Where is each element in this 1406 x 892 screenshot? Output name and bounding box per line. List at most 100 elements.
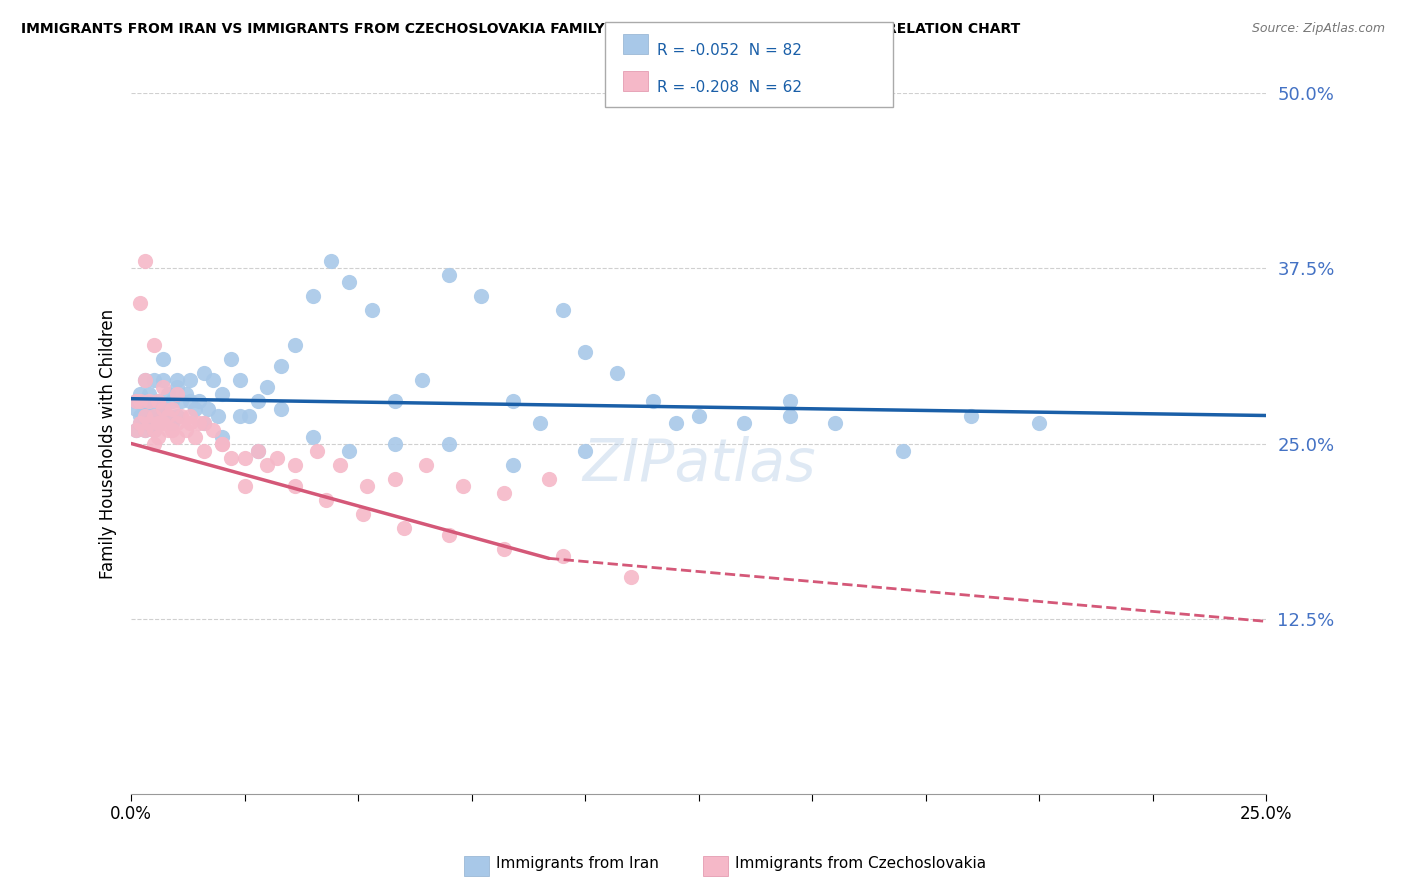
Point: [284, 338, 307, 352]
Point: [219, 450, 242, 465]
Text: Immigrants from Iran: Immigrants from Iran: [496, 856, 659, 871]
Y-axis label: Family Households with Children: Family Households with Children: [100, 309, 117, 579]
Point: [451, 478, 474, 492]
Point: [134, 374, 156, 388]
Point: [270, 359, 292, 374]
Point: [247, 443, 270, 458]
Point: [138, 387, 160, 401]
Point: [152, 416, 174, 430]
Point: [960, 409, 983, 423]
Point: [315, 492, 337, 507]
Point: [779, 394, 801, 409]
Point: [166, 416, 188, 430]
Point: [129, 416, 152, 430]
Point: [201, 423, 224, 437]
Point: [415, 458, 437, 472]
Point: [470, 289, 492, 303]
Point: [125, 423, 148, 437]
Text: Immigrants from Czechoslovakia: Immigrants from Czechoslovakia: [735, 856, 987, 871]
Point: [197, 401, 219, 416]
Point: [201, 374, 224, 388]
Point: [134, 394, 156, 409]
Point: [184, 401, 207, 416]
Point: [229, 409, 252, 423]
Point: [166, 374, 188, 388]
Text: ZIPatlas: ZIPatlas: [582, 436, 815, 493]
Point: [384, 394, 406, 409]
Point: [152, 352, 174, 367]
Point: [247, 443, 270, 458]
Point: [284, 458, 307, 472]
Point: [229, 374, 252, 388]
Point: [211, 387, 233, 401]
Point: [142, 338, 165, 352]
Point: [356, 478, 378, 492]
Point: [152, 380, 174, 394]
Point: [266, 450, 288, 465]
Point: [166, 429, 188, 443]
Point: [891, 443, 914, 458]
Point: [138, 416, 160, 430]
Point: [492, 541, 515, 556]
Point: [574, 345, 596, 359]
Point: [329, 458, 352, 472]
Point: [179, 416, 201, 430]
Point: [284, 478, 307, 492]
Point: [574, 443, 596, 458]
Point: [152, 409, 174, 423]
Point: [307, 443, 329, 458]
Point: [174, 423, 197, 437]
Point: [620, 569, 643, 583]
Point: [156, 423, 179, 437]
Point: [134, 423, 156, 437]
Point: [142, 436, 165, 450]
Point: [134, 374, 156, 388]
Point: [302, 429, 325, 443]
Point: [184, 429, 207, 443]
Point: [148, 429, 170, 443]
Point: [1028, 416, 1050, 430]
Point: [160, 394, 183, 409]
Point: [142, 401, 165, 416]
Point: [129, 416, 152, 430]
Point: [211, 436, 233, 450]
Point: [129, 394, 152, 409]
Point: [337, 276, 360, 290]
Point: [492, 485, 515, 500]
Point: [142, 409, 165, 423]
Point: [142, 423, 165, 437]
Point: [302, 289, 325, 303]
Point: [166, 380, 188, 394]
Point: [152, 401, 174, 416]
Point: [207, 409, 229, 423]
Point: [160, 416, 183, 430]
Point: [156, 409, 179, 423]
Point: [134, 401, 156, 416]
Point: [643, 394, 665, 409]
Point: [166, 409, 188, 423]
Point: [824, 416, 846, 430]
Point: [152, 401, 174, 416]
Point: [179, 374, 201, 388]
Point: [411, 374, 433, 388]
Point: [148, 416, 170, 430]
Point: [437, 527, 460, 541]
Point: [142, 423, 165, 437]
Point: [142, 374, 165, 388]
Point: [134, 423, 156, 437]
Point: [188, 416, 211, 430]
Point: [211, 436, 233, 450]
Point: [148, 394, 170, 409]
Point: [733, 416, 755, 430]
Point: [134, 409, 156, 423]
Point: [256, 380, 278, 394]
Text: Source: ZipAtlas.com: Source: ZipAtlas.com: [1251, 22, 1385, 36]
Point: [233, 478, 256, 492]
Point: [170, 394, 193, 409]
Point: [170, 409, 193, 423]
Text: R = -0.052  N = 82: R = -0.052 N = 82: [657, 43, 801, 58]
Point: [384, 436, 406, 450]
Point: [193, 367, 215, 381]
Point: [352, 507, 374, 521]
Point: [160, 401, 183, 416]
